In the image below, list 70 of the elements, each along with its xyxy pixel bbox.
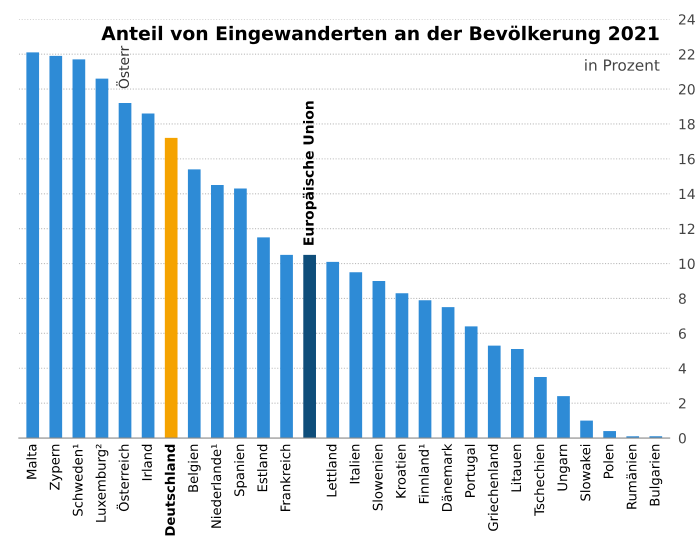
x-tick-label: Ungarn — [558, 444, 570, 490]
bar — [603, 431, 616, 438]
bar — [488, 346, 501, 438]
x-tick-label: Bulgarien — [649, 444, 662, 506]
bar — [49, 56, 62, 438]
x-tick-label: Rumänien — [626, 444, 637, 509]
y-tick-label: 8 — [678, 293, 686, 304]
x-tick-label: Tschechien — [534, 444, 544, 516]
bar — [210, 185, 224, 438]
y-tick-label: 18 — [680, 118, 695, 130]
bar — [464, 326, 478, 438]
y-tick-label: 6 — [678, 328, 686, 339]
bar — [118, 103, 132, 438]
x-tick-label: Kroatien — [396, 444, 406, 498]
x-tick-label: Portugal — [464, 444, 478, 497]
x-tick-label: Dänemark — [442, 444, 452, 512]
bar — [142, 114, 154, 438]
x-tick-label: Italien — [349, 444, 360, 484]
y-tick-label: 20 — [678, 84, 695, 95]
y-tick-label: 16 — [680, 154, 695, 164]
x-tick-label: Luxemburg² — [96, 444, 108, 522]
y-tick-label: 22 — [678, 49, 694, 60]
bar — [580, 420, 593, 438]
x-tick-label: Finnland¹ — [418, 444, 429, 504]
bar — [26, 52, 40, 438]
bar — [510, 349, 524, 438]
x-tick-label: Schweden¹ — [72, 444, 83, 516]
x-tick-label: Slowenien — [372, 444, 383, 510]
y-tick-label: 2 — [678, 398, 686, 408]
x-tick-label: Frankreich — [280, 444, 290, 511]
x-tick-label: Lettland — [326, 444, 337, 496]
bar — [188, 169, 201, 438]
x-tick-label: Österreich — [116, 444, 129, 512]
bar — [72, 59, 86, 438]
x-tick-label: Estland — [257, 444, 268, 492]
chart-title: Anteil von Eingewanderten an der Bevölkerung 2021 — [101, 26, 659, 44]
bar — [442, 307, 454, 438]
bar — [96, 78, 108, 438]
y-tick-label: 0 — [678, 433, 686, 444]
bar — [534, 376, 547, 438]
bar — [396, 293, 408, 438]
bar — [372, 281, 386, 438]
bar — [349, 272, 362, 438]
x-tick-label: Litauen — [510, 444, 522, 492]
bar — [234, 188, 247, 438]
x-tick-label: Polen — [603, 444, 614, 478]
x-tick-label: Griechenland — [488, 444, 498, 531]
x-tick-label: Zypern — [50, 444, 62, 490]
y-tick-label: 10 — [680, 258, 695, 270]
x-tick-label: Spanien — [234, 444, 247, 496]
x-tick-label: Belgien — [188, 444, 201, 492]
bar — [164, 138, 178, 438]
bar — [280, 254, 293, 438]
y-tick-label: 4 — [678, 363, 686, 374]
bar — [326, 262, 340, 438]
text: in Prozent — [585, 59, 660, 71]
bar — [303, 254, 316, 438]
x-tick-label: Deutschland — [164, 444, 176, 536]
x-tick-label: Slowakei — [580, 444, 590, 501]
bar — [257, 237, 270, 438]
bar — [418, 300, 432, 438]
y-tick-label: 12 — [680, 224, 694, 234]
x-tick-label: Malta — [26, 444, 37, 479]
annotation: Österr — [116, 46, 130, 88]
bar — [557, 396, 570, 438]
y-tick-label: 24 — [678, 14, 695, 25]
y-tick-label: 14 — [680, 188, 695, 200]
x-tick-label: Irland — [142, 444, 152, 480]
x-tick-label: Niederlande¹ — [210, 444, 222, 528]
annotation: Europäische Union — [302, 101, 316, 245]
